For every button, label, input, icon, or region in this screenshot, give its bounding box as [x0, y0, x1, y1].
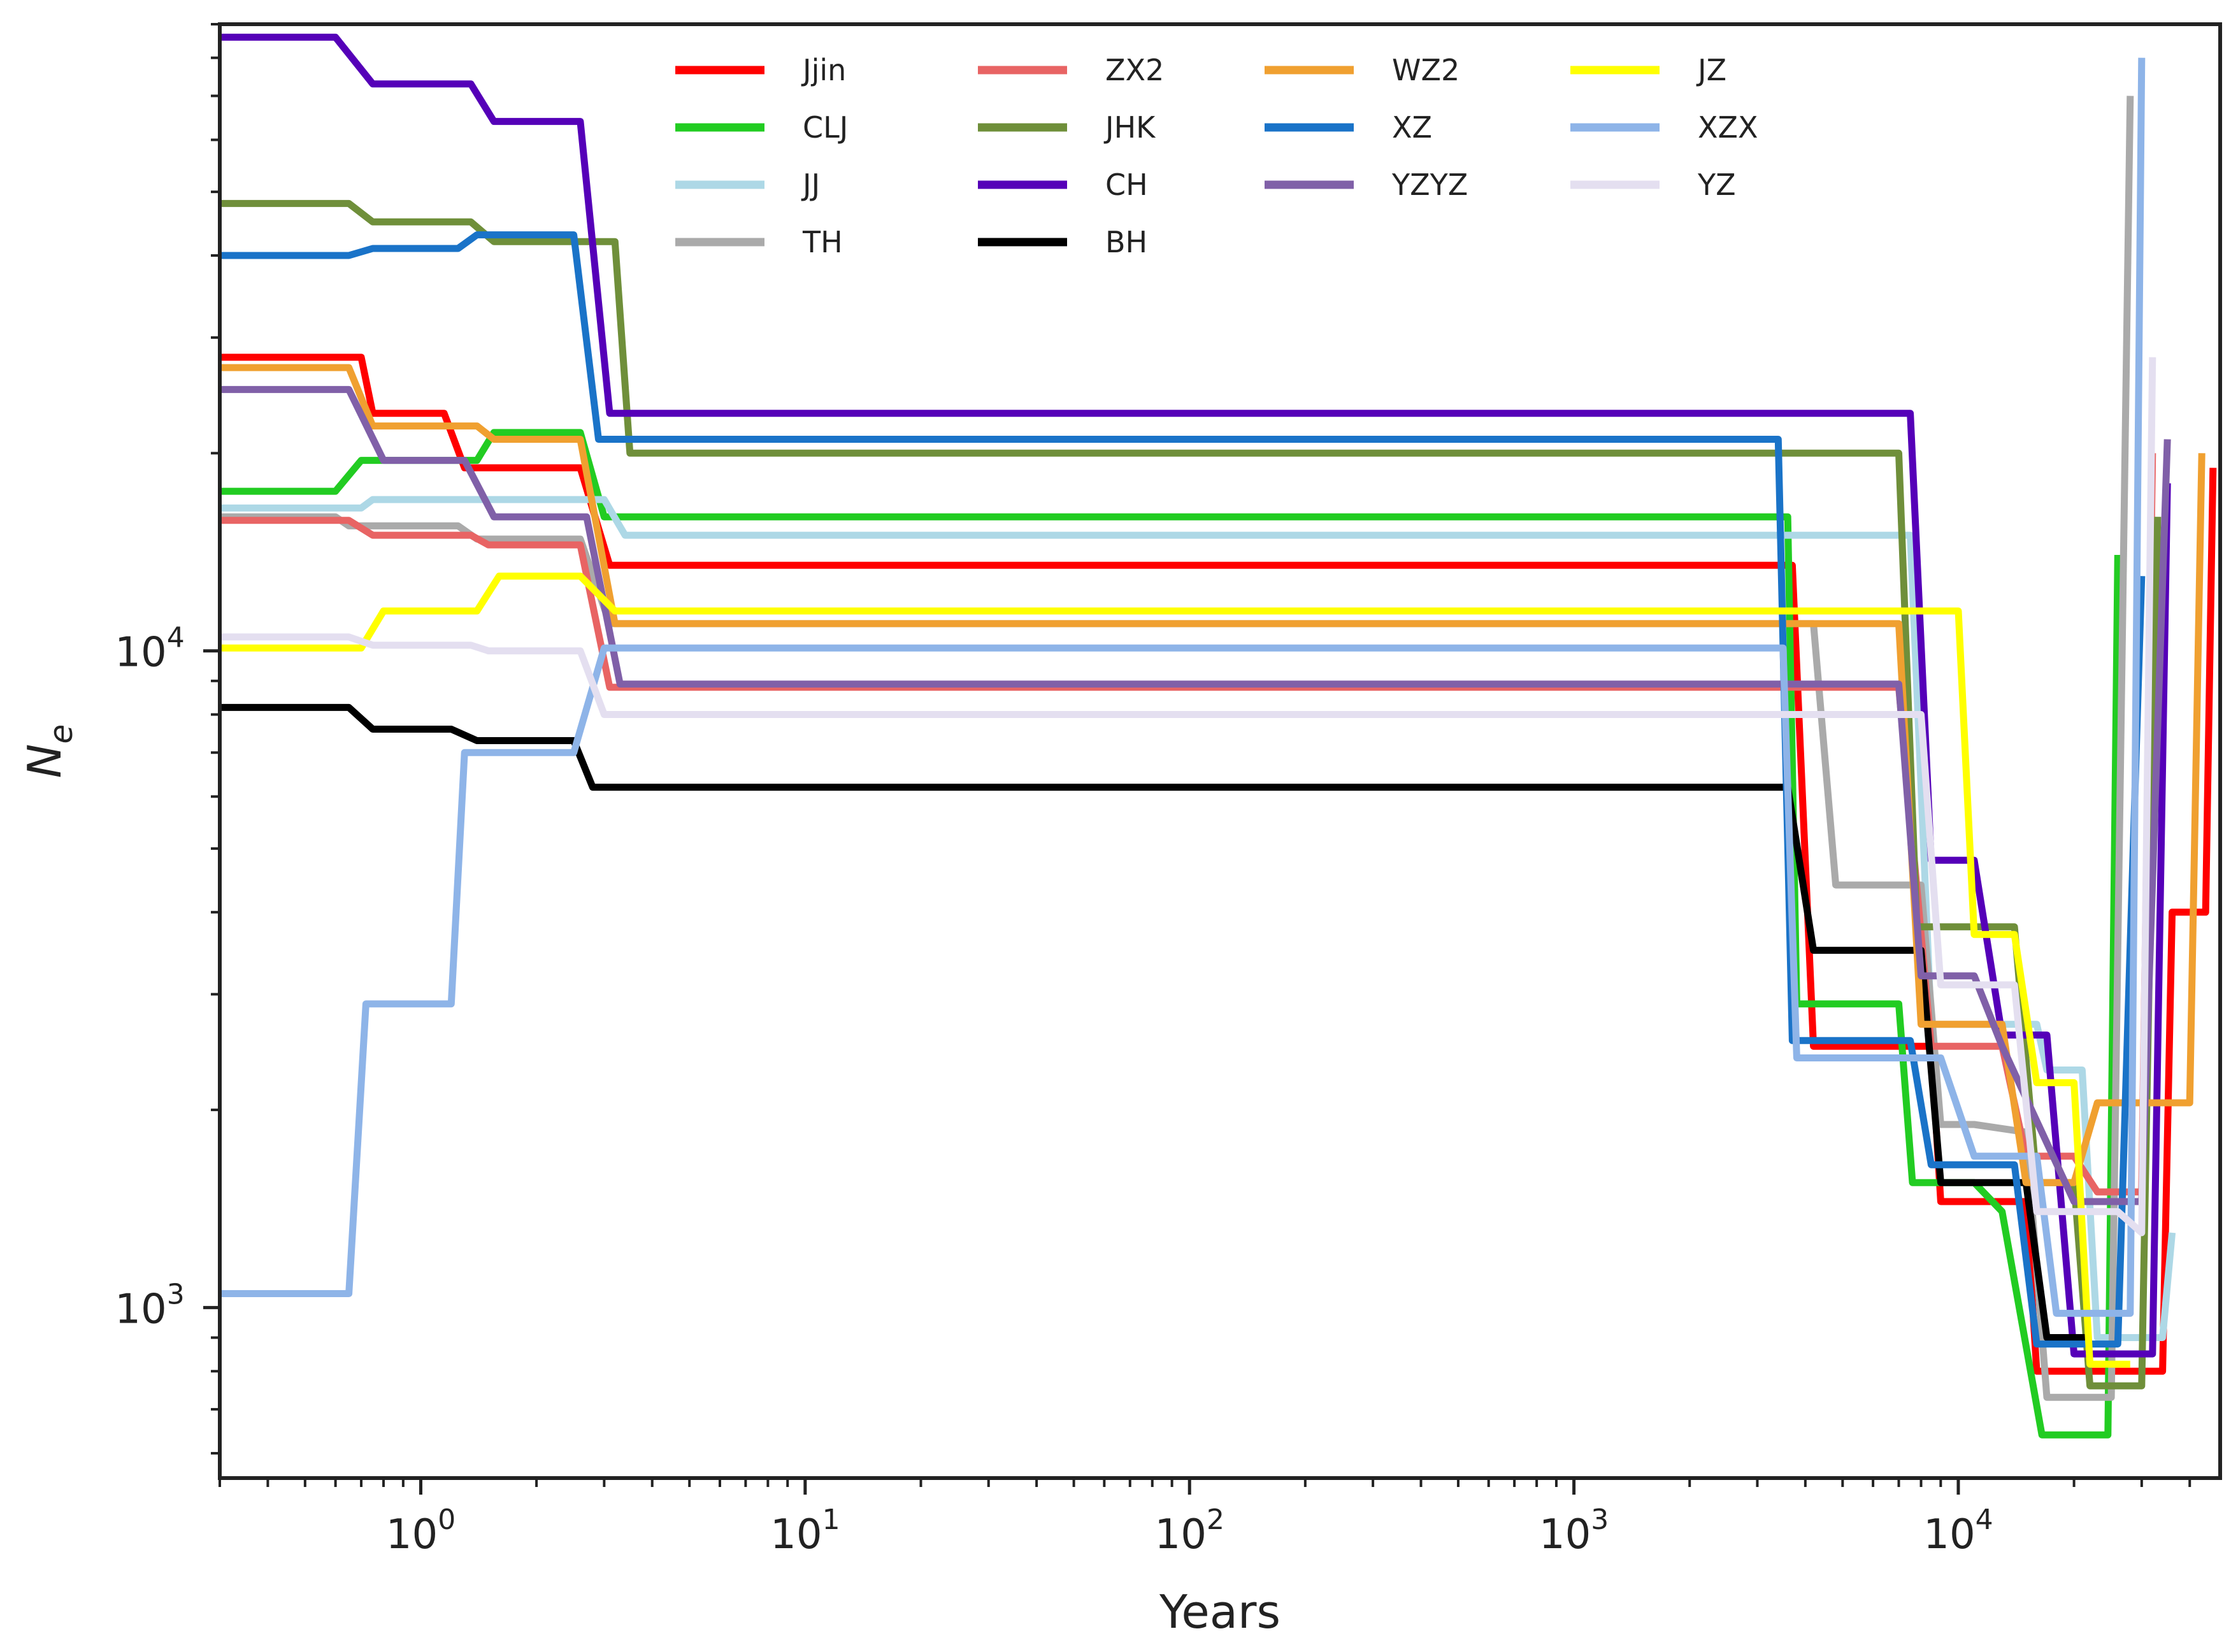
legend-label-jz: JZ	[1696, 53, 1726, 87]
series-line-yz	[220, 357, 2156, 1237]
series-line-yzyz	[220, 385, 2171, 1205]
legend-label-xz: XZ	[1392, 110, 1432, 145]
plot-frame	[218, 22, 2222, 1480]
legend-label-jjin: Jjin	[801, 53, 846, 87]
y-tick-label: 103	[115, 1278, 184, 1333]
legend-label-yz: YZ	[1697, 168, 1736, 202]
x-axis-title: Years	[1159, 1585, 1280, 1639]
legend-label-xzx: XZX	[1698, 110, 1758, 145]
series-layer	[220, 33, 2217, 1439]
series-line-ch	[220, 33, 2171, 1358]
legend-label-wz2: WZ2	[1392, 53, 1460, 87]
legend-label-th: TH	[802, 225, 843, 259]
x-tick-label: 103	[1539, 1504, 1609, 1558]
x-tick-label: 104	[1923, 1504, 1993, 1558]
series-line-jj	[220, 496, 2176, 1341]
y-axis-title: Ne	[18, 724, 80, 779]
legend-label-bh: BH	[1105, 225, 1147, 259]
axes: 100 101 102 103 104 103 104 Years Ne	[18, 23, 2191, 1639]
legend-label-clj: CLJ	[803, 110, 848, 145]
x-tick-label: 100	[386, 1504, 455, 1558]
legend-label-ch: CH	[1105, 168, 1148, 202]
series-line-xz	[220, 231, 2146, 1348]
series-line-xzx	[220, 57, 2146, 1317]
legend: Jjin CLJ JJ TH ZX2 JHK CH BH WZ2 XZ YZYZ JZ XZX YZ	[675, 53, 1758, 259]
legend-label-jhk: JHK	[1103, 110, 1156, 145]
legend-label-zx2: ZX2	[1105, 53, 1164, 87]
legend-label-yzyz: YZYZ	[1391, 168, 1468, 202]
series-line-jz	[220, 572, 2130, 1368]
y-tick-label: 104	[115, 622, 184, 677]
x-tick-label: 102	[1155, 1504, 1224, 1558]
series-line-bh	[220, 703, 2090, 1341]
x-tick-label: 101	[770, 1504, 840, 1558]
series-line-wz2	[220, 364, 2206, 1186]
legend-label-jj: JJ	[801, 168, 820, 202]
